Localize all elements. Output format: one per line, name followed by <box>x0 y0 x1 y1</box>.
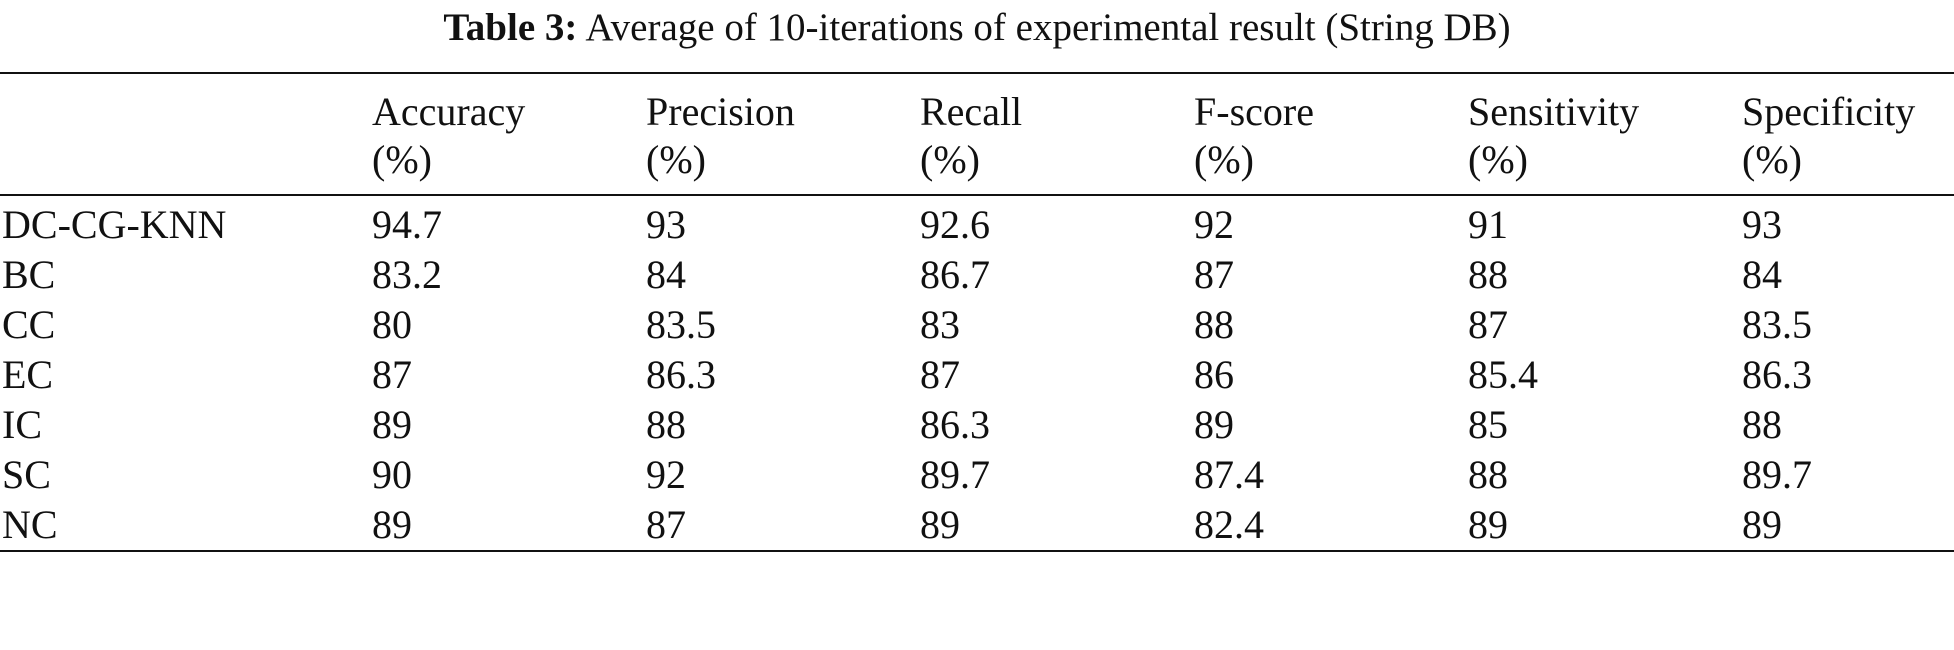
header-name: Accuracy <box>372 89 526 134</box>
header-cell-method <box>0 73 372 195</box>
value-cell: 80 <box>372 302 412 347</box>
value-cell: 89 <box>1468 502 1508 547</box>
header-name: Sensitivity <box>1468 89 1640 134</box>
value-cell: 89 <box>372 402 412 447</box>
table-row: DC-CG-KNN 94.7 93 92.6 92 91 93 <box>0 195 1954 250</box>
method-cell: EC <box>2 352 54 397</box>
value-cell: 89 <box>372 502 412 547</box>
table-caption: Table 3: Average of 10-iterations of expe… <box>0 0 1954 64</box>
value-cell: 86.3 <box>1742 352 1812 397</box>
value-cell: 92 <box>646 452 686 497</box>
header-unit: (%) <box>1194 137 1254 182</box>
table-row: BC 83.2 84 86.7 87 88 84 <box>0 250 1954 300</box>
value-cell: 86 <box>1194 352 1234 397</box>
value-cell: 82.4 <box>1194 502 1264 547</box>
value-cell: 87 <box>372 352 412 397</box>
value-cell: 84 <box>1742 252 1782 297</box>
caption-text: Average of 10-iterations of experimental… <box>585 6 1511 49</box>
header-name: Recall <box>920 89 1023 134</box>
value-cell: 88 <box>1742 402 1782 447</box>
value-cell: 83.5 <box>646 302 716 347</box>
value-cell: 88 <box>1468 452 1508 497</box>
value-cell: 89 <box>1742 502 1782 547</box>
value-cell: 84 <box>646 252 686 297</box>
method-cell: BC <box>2 252 56 297</box>
header-unit: (%) <box>920 137 980 182</box>
value-cell: 83.2 <box>372 252 442 297</box>
header-cell-recall: Recall (%) <box>920 73 1194 195</box>
value-cell: 89.7 <box>1742 452 1812 497</box>
value-cell: 91 <box>1468 202 1508 247</box>
caption-label: Table 3: <box>443 6 578 49</box>
value-cell: 90 <box>372 452 412 497</box>
table-row: CC 80 83.5 83 88 87 83.5 <box>0 300 1954 350</box>
method-cell: CC <box>2 302 56 347</box>
header-name: Specificity <box>1742 89 1916 134</box>
value-cell: 92 <box>1194 202 1234 247</box>
method-cell: NC <box>2 502 58 547</box>
value-cell: 93 <box>646 202 686 247</box>
header-name: F-score <box>1194 89 1314 134</box>
value-cell: 94.7 <box>372 202 442 247</box>
value-cell: 86.3 <box>646 352 716 397</box>
value-cell: 88 <box>646 402 686 447</box>
value-cell: 86.3 <box>920 402 990 447</box>
table-row: SC 90 92 89.7 87.4 88 89.7 <box>0 450 1954 500</box>
table-row: NC 89 87 89 82.4 89 89 <box>0 500 1954 551</box>
header-cell-precision: Precision (%) <box>646 73 920 195</box>
value-cell: 88 <box>1468 252 1508 297</box>
value-cell: 86.7 <box>920 252 990 297</box>
header-cell-f-score: F-score (%) <box>1194 73 1468 195</box>
value-cell: 87 <box>1468 302 1508 347</box>
header-unit: (%) <box>1468 137 1528 182</box>
header-unit: (%) <box>646 137 706 182</box>
header-cell-specificity: Specificity (%) <box>1742 73 1954 195</box>
value-cell: 89 <box>1194 402 1234 447</box>
value-cell: 87 <box>1194 252 1234 297</box>
header-row: Accuracy (%) Precision (%) Recall (%) F-… <box>0 73 1954 195</box>
value-cell: 85.4 <box>1468 352 1538 397</box>
value-cell: 83.5 <box>1742 302 1812 347</box>
value-cell: 92.6 <box>920 202 990 247</box>
value-cell: 88 <box>1194 302 1234 347</box>
value-cell: 87.4 <box>1194 452 1264 497</box>
header-unit: (%) <box>1742 137 1802 182</box>
results-table: Accuracy (%) Precision (%) Recall (%) F-… <box>0 72 1954 552</box>
header-cell-sensitivity: Sensitivity (%) <box>1468 73 1742 195</box>
table-row: EC 87 86.3 87 86 85.4 86.3 <box>0 350 1954 400</box>
value-cell: 83 <box>920 302 960 347</box>
method-cell: DC-CG-KNN <box>2 202 227 247</box>
value-cell: 87 <box>646 502 686 547</box>
header-cell-accuracy: Accuracy (%) <box>372 73 646 195</box>
value-cell: 85 <box>1468 402 1508 447</box>
table-row: IC 89 88 86.3 89 85 88 <box>0 400 1954 450</box>
method-cell: IC <box>2 402 42 447</box>
method-cell: SC <box>2 452 51 497</box>
header-unit: (%) <box>372 137 432 182</box>
header-name: Precision <box>646 89 795 134</box>
value-cell: 89.7 <box>920 452 990 497</box>
value-cell: 89 <box>920 502 960 547</box>
value-cell: 93 <box>1742 202 1782 247</box>
value-cell: 87 <box>920 352 960 397</box>
